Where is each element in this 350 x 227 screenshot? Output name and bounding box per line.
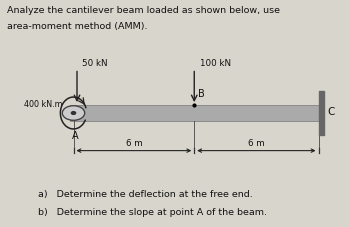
Text: b)   Determine the slope at point A of the beam.: b) Determine the slope at point A of the… <box>38 207 267 216</box>
Text: 100 kN: 100 kN <box>199 59 231 68</box>
Text: B: B <box>198 89 205 99</box>
Circle shape <box>62 106 85 121</box>
Text: C: C <box>327 106 335 116</box>
Text: 400 kN.m: 400 kN.m <box>24 100 62 109</box>
Bar <box>318 92 324 135</box>
Circle shape <box>71 112 76 115</box>
Text: 6 m: 6 m <box>126 138 142 147</box>
Text: a)   Determine the deflection at the free end.: a) Determine the deflection at the free … <box>38 190 253 199</box>
Text: 50 kN: 50 kN <box>82 59 108 68</box>
Text: A: A <box>72 131 78 141</box>
Text: 6 m: 6 m <box>248 138 265 147</box>
Text: area-moment method (AMM).: area-moment method (AMM). <box>7 22 147 30</box>
Text: Analyze the cantilever beam loaded as shown below, use: Analyze the cantilever beam loaded as sh… <box>7 6 280 15</box>
Bar <box>70 106 318 121</box>
